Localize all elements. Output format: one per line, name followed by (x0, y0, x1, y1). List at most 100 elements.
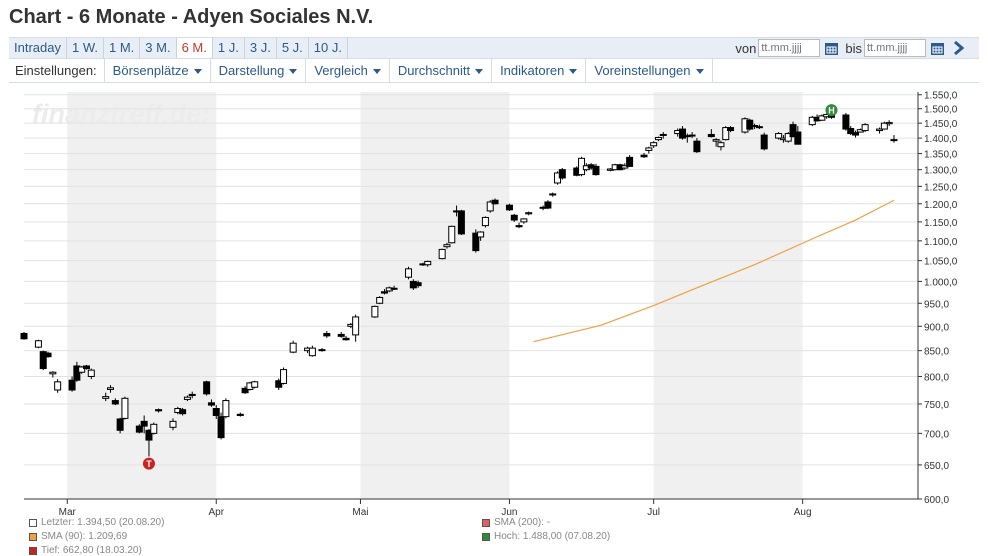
candle-body (145, 429, 153, 441)
candle-body (443, 244, 451, 248)
candle (380, 289, 388, 295)
y-tick-label: 850,0 (924, 347, 949, 358)
candle-body (472, 232, 480, 252)
low-marker-label: T (146, 459, 152, 469)
legend-high: Hoch: 1.488,00 (07.08.20) (482, 531, 610, 542)
candle-body (241, 387, 249, 394)
candle-body (794, 131, 802, 145)
candle-body (380, 291, 388, 294)
candle (308, 345, 316, 357)
from-date-input[interactable] (758, 39, 821, 57)
candle (323, 331, 331, 338)
calendar-icon[interactable] (930, 41, 945, 56)
candle-body (318, 349, 326, 352)
candle (712, 138, 720, 147)
period-tab[interactable]: 5 J. (277, 38, 309, 58)
legend-sma90: SMA (90): 1.209,69 (29, 531, 127, 542)
candle (82, 364, 90, 370)
candle-body (222, 400, 230, 418)
candle (73, 361, 81, 382)
settings-menu[interactable]: Indikatoren (492, 58, 587, 83)
candle (755, 124, 763, 130)
candle-body (140, 420, 148, 427)
candle (390, 285, 398, 291)
period-tab[interactable]: 1 M. (104, 38, 141, 58)
to-date-input[interactable] (864, 39, 926, 57)
candle (491, 198, 499, 205)
candle (592, 163, 600, 176)
candle (342, 335, 350, 341)
candle (236, 412, 244, 417)
to-label: bis (845, 40, 862, 56)
legend-high-text: Hoch: 1.488,00 (07.08.20) (494, 531, 611, 542)
candle (241, 386, 249, 394)
candle (54, 379, 62, 393)
candle-body (640, 154, 648, 158)
settings-menu-label: Durchschnitt (397, 62, 471, 78)
candle (87, 368, 95, 380)
candle-body (405, 268, 413, 278)
candle-body (789, 124, 797, 138)
candle (525, 211, 533, 216)
candle-body (34, 340, 42, 348)
candle (775, 132, 783, 140)
caret-down-icon (695, 68, 704, 74)
y-tick-label: 900,0 (924, 322, 949, 333)
candle-body (102, 396, 110, 399)
candle (486, 200, 494, 213)
legend-low: Tief: 662,80 (18.03.20) (29, 545, 142, 556)
period-tab[interactable]: 3 M. (140, 38, 177, 58)
candle (885, 120, 893, 127)
period-tabs: Intraday 1 W. 1 M. 3 M. 6 M. 1 J. 3 J. 5 J. 10 J… (9, 38, 348, 58)
candle-body (371, 305, 379, 318)
candle (654, 136, 662, 142)
y-tick-label: 1.500,0 (924, 105, 958, 116)
candle (457, 209, 465, 236)
candle-body (693, 140, 701, 153)
candle-body (78, 366, 86, 373)
settings-menu[interactable]: Voreinstellungen (586, 58, 713, 83)
candle-body (337, 333, 345, 337)
settings-menu[interactable]: Durchschnitt (390, 58, 493, 83)
candle (212, 405, 220, 419)
candle-body (155, 409, 163, 412)
candle (107, 385, 115, 393)
candle-body (890, 139, 898, 142)
candle-body (188, 393, 196, 397)
candle (183, 395, 191, 402)
candle-body (688, 134, 696, 137)
candle-body (751, 125, 759, 128)
candle (505, 203, 513, 211)
chevron-right-icon[interactable] (953, 40, 965, 56)
settings-menus: Börsenplätze Darstellung Vergleich Durchsch… (105, 58, 713, 83)
period-tab[interactable]: 10 J. (309, 38, 348, 58)
settings-menu[interactable]: Vergleich (306, 58, 390, 83)
page-title: Chart - 6 Monate - Adyen Sociales N.V. (9, 6, 374, 28)
calendar-icon[interactable] (824, 41, 839, 56)
candle-body (212, 408, 220, 416)
period-tab[interactable]: 3 J. (245, 38, 277, 58)
settings-menu-label: Indikatoren (500, 62, 565, 78)
y-tick-label: 1.100,0 (924, 237, 958, 248)
period-tab[interactable]: Intraday (9, 38, 67, 58)
legend-swatch (29, 518, 37, 527)
candle (717, 140, 725, 151)
candle (626, 155, 634, 168)
period-tab[interactable]: 1 J. (213, 38, 245, 58)
candle-body (818, 115, 826, 121)
candle (49, 371, 57, 378)
candle (275, 378, 283, 390)
candle (688, 132, 696, 139)
candle-body (217, 416, 225, 439)
candle-body (525, 212, 533, 215)
candle (760, 132, 768, 151)
settings-menu[interactable]: Darstellung (211, 58, 307, 83)
candle (659, 132, 667, 139)
period-tab[interactable]: 6 M. (176, 38, 213, 58)
candle (876, 127, 884, 134)
settings-menu-label: Vergleich (314, 62, 368, 78)
candle-body (510, 214, 518, 221)
settings-menu[interactable]: Börsenplätze (105, 58, 211, 83)
period-tab[interactable]: 1 W. (67, 38, 104, 58)
candle-body (861, 124, 869, 132)
